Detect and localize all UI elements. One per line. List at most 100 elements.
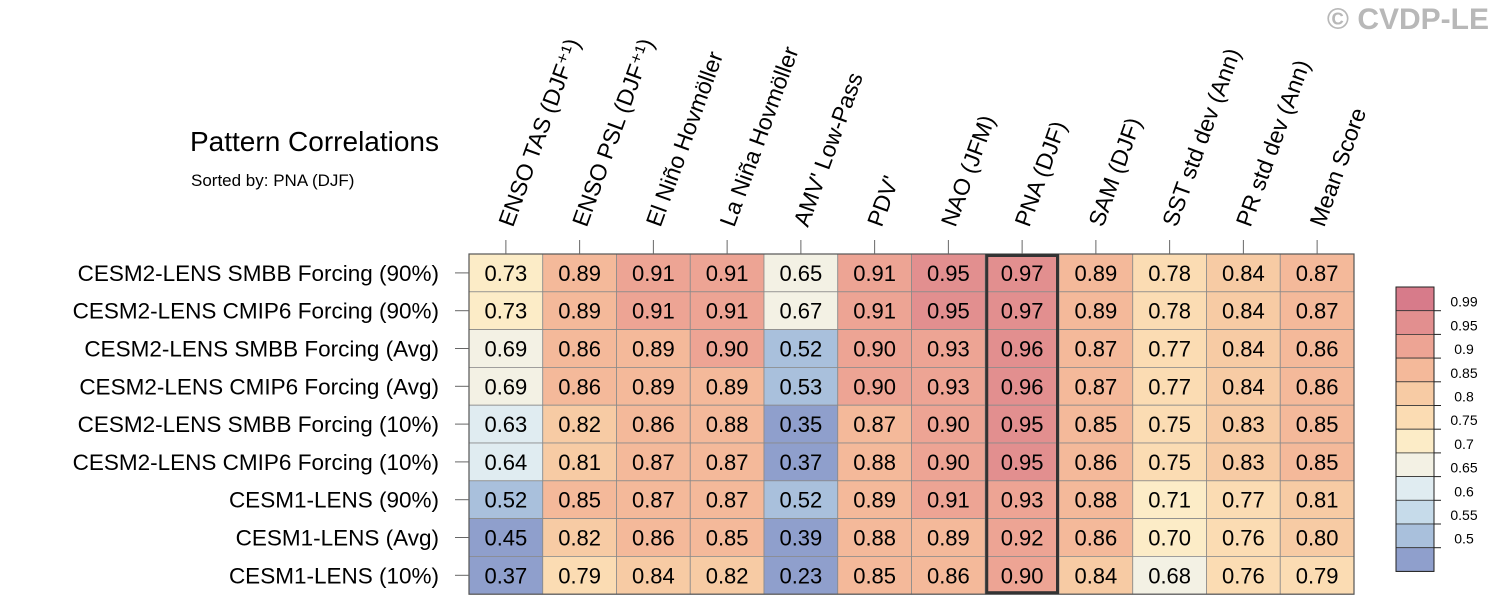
cell-value: 0.90 [853, 337, 896, 362]
cell-value: 0.84 [632, 563, 675, 588]
cell-value: 0.79 [1296, 563, 1339, 588]
cell-value: 0.84 [1222, 299, 1265, 324]
heatmap-cell [911, 442, 986, 482]
heatmap-cell [689, 329, 765, 368]
heatmap-cell [1206, 253, 1281, 293]
cell-value: 0.89 [927, 526, 970, 551]
heatmap-cell [763, 291, 839, 330]
heatmap-cell [1132, 480, 1207, 519]
chart-title: Pattern Correlations [190, 126, 440, 157]
cell-value: 0.37 [779, 450, 822, 475]
cell-value: 0.73 [484, 299, 527, 324]
cell-value: 0.85 [1296, 450, 1339, 475]
colorbar-segment [1395, 428, 1435, 454]
cell-value: 0.79 [558, 563, 601, 588]
cell-value: 0.85 [1296, 412, 1339, 437]
heatmap-cell [1058, 291, 1134, 330]
column-label: El Niño Hovmöller [641, 48, 728, 230]
heatmap-cell [1206, 404, 1281, 444]
cell-value: 0.78 [1148, 299, 1191, 324]
column-label: ENSO TAS (DJF⁺¹) [493, 35, 585, 230]
heatmap-cell [837, 291, 912, 330]
heatmap-cell [1058, 518, 1134, 557]
cell-value: 0.45 [484, 526, 527, 551]
heatmap-cell [837, 480, 912, 519]
heatmap-cell [1132, 329, 1207, 368]
heatmap-cell [1206, 366, 1281, 406]
colorbar-tick-label: 0.95 [1450, 317, 1477, 333]
heatmap-cell [468, 329, 544, 368]
colorbar-segment [1395, 476, 1435, 501]
heatmap-cell [542, 366, 617, 406]
colorbar-segment [1395, 286, 1435, 312]
heatmap-cell [689, 404, 765, 444]
heatmap-cell [1132, 404, 1207, 444]
cell-value: 0.73 [484, 261, 527, 286]
cell-value: 0.77 [1222, 488, 1265, 513]
cell-value: 0.87 [1296, 261, 1339, 286]
row-labels: CESM2-LENS SMBB Forcing (90%) CESM2-LENS … [73, 261, 469, 588]
row-label: CESM2-LENS SMBB Forcing (10%) [78, 412, 439, 437]
heatmap-cell [1132, 518, 1207, 557]
cell-value: 0.84 [1074, 563, 1117, 588]
heatmap-values: 0.73 0.89 0.91 0.91 0.65 0.91 0.95 0.97 0.89 0.78… [484, 254, 1339, 595]
column-labels: ENSO TAS (DJF⁺¹)ENSO PSL (DJF⁺¹)El Niño … [493, 35, 1371, 254]
cell-value: 0.86 [1074, 526, 1117, 551]
cell-value: 0.86 [632, 412, 675, 437]
cell-value: 0.87 [853, 412, 896, 437]
column-label: PNA (DJF) [1009, 118, 1071, 230]
heatmap-cell [1279, 518, 1355, 557]
cell-value: 0.86 [1296, 374, 1339, 399]
cell-value: 0.53 [779, 374, 822, 399]
heatmap-cell [542, 442, 617, 482]
heatmap-cell [542, 253, 617, 293]
heatmap-cell [763, 404, 839, 444]
row-label: CESM2-LENS SMBB Forcing (90%) [78, 261, 439, 286]
row-label: CESM2-LENS CMIP6 Forcing (10%) [73, 450, 439, 475]
cell-value: 0.87 [632, 450, 675, 475]
cell-value: 0.87 [1074, 337, 1117, 362]
cell-value: 0.91 [706, 299, 749, 324]
cell-value: 0.80 [1296, 526, 1339, 551]
column-label: AMV' Low-Pass [788, 69, 868, 230]
heatmap-cell [837, 556, 912, 595]
heatmap-cell [1132, 556, 1207, 595]
cell-value: 0.89 [853, 488, 896, 513]
heatmap-cell [911, 366, 986, 406]
cell-value: 0.67 [779, 299, 822, 324]
heatmap-cell [689, 556, 765, 595]
cell-value: 0.86 [1296, 337, 1339, 362]
colorbar-tick-label: 0.9 [1454, 341, 1474, 357]
cell-value: 0.95 [1001, 450, 1044, 475]
chart-subtitle: Sorted by: PNA (DJF) [191, 171, 355, 190]
cell-value: 0.90 [1001, 563, 1044, 588]
heatmap-cell [1058, 480, 1134, 519]
cell-value: 0.39 [779, 526, 822, 551]
cell-value: 0.65 [779, 261, 822, 286]
cell-value: 0.92 [1001, 526, 1044, 551]
heatmap-cell [763, 518, 839, 557]
cell-value: 0.84 [1222, 337, 1265, 362]
column-label: Mean Score [1304, 104, 1371, 229]
column-label: SST std dev (Ann) [1157, 45, 1246, 230]
cell-value: 0.91 [706, 261, 749, 286]
colorbar-tick-label: 0.99 [1450, 294, 1477, 310]
heatmap-cell [689, 480, 765, 519]
cell-value: 0.97 [1001, 261, 1044, 286]
cell-value: 0.52 [779, 488, 822, 513]
cell-value: 0.63 [484, 412, 527, 437]
heatmap-cell [763, 556, 839, 595]
cell-value: 0.84 [1222, 374, 1265, 399]
heatmap-cell [468, 366, 544, 406]
cell-value: 0.64 [484, 450, 527, 475]
colorbar: 0.99 0.95 0.9 0.85 0.8 0.75 0.7 0.65 0.6 0.55 0.5 [1395, 286, 1478, 572]
cell-value: 0.76 [1222, 526, 1265, 551]
cell-value: 0.95 [1001, 412, 1044, 437]
cell-value: 0.82 [706, 563, 749, 588]
cell-value: 0.83 [1222, 450, 1265, 475]
cell-value: 0.85 [853, 563, 896, 588]
cell-value: 0.91 [853, 261, 896, 286]
column-label: ENSO PSL (DJF⁺¹) [567, 35, 659, 230]
row-label: CESM2-LENS CMIP6 Forcing (Avg) [79, 374, 439, 399]
cell-value: 0.91 [853, 299, 896, 324]
